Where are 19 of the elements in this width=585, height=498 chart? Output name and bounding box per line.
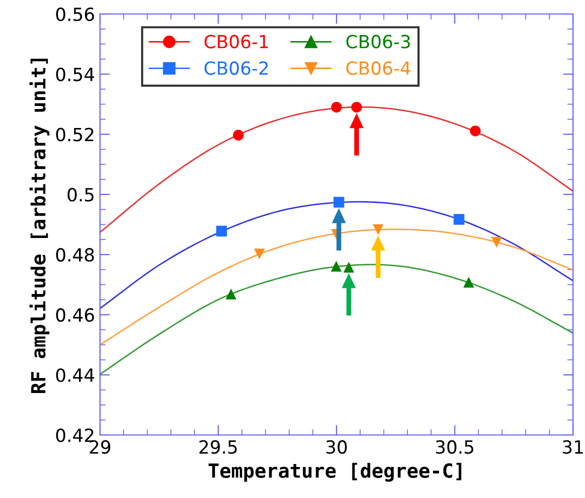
y-tick-label: 0.44: [56, 368, 94, 382]
legend-label: CB06-4: [346, 61, 410, 75]
x-tick-label: 29: [90, 440, 110, 454]
x-tick-label: 31: [562, 440, 583, 454]
y-tick-label: 0.5: [68, 188, 94, 202]
x-axis-title: Temperature [degree-C]: [208, 462, 462, 482]
legend-label: CB06-3: [346, 34, 410, 48]
y-axis-title: RF amplitude [arbitrary unit]: [30, 58, 50, 393]
legend-label: CB06-1: [204, 34, 268, 48]
y-tick-label: 0.54: [56, 68, 94, 82]
y-tick-label: 0.46: [56, 308, 94, 322]
x-tick-label: 30.5: [436, 440, 474, 454]
legend-label: CB06-2: [204, 61, 268, 75]
y-tick-label: 0.48: [56, 248, 94, 262]
y-tick-label: 0.42: [56, 428, 94, 442]
y-tick-label: 0.56: [56, 7, 94, 22]
x-tick-label: 30: [326, 440, 347, 454]
x-tick-label: 29.5: [199, 440, 237, 454]
y-tick-label: 0.52: [56, 128, 94, 142]
